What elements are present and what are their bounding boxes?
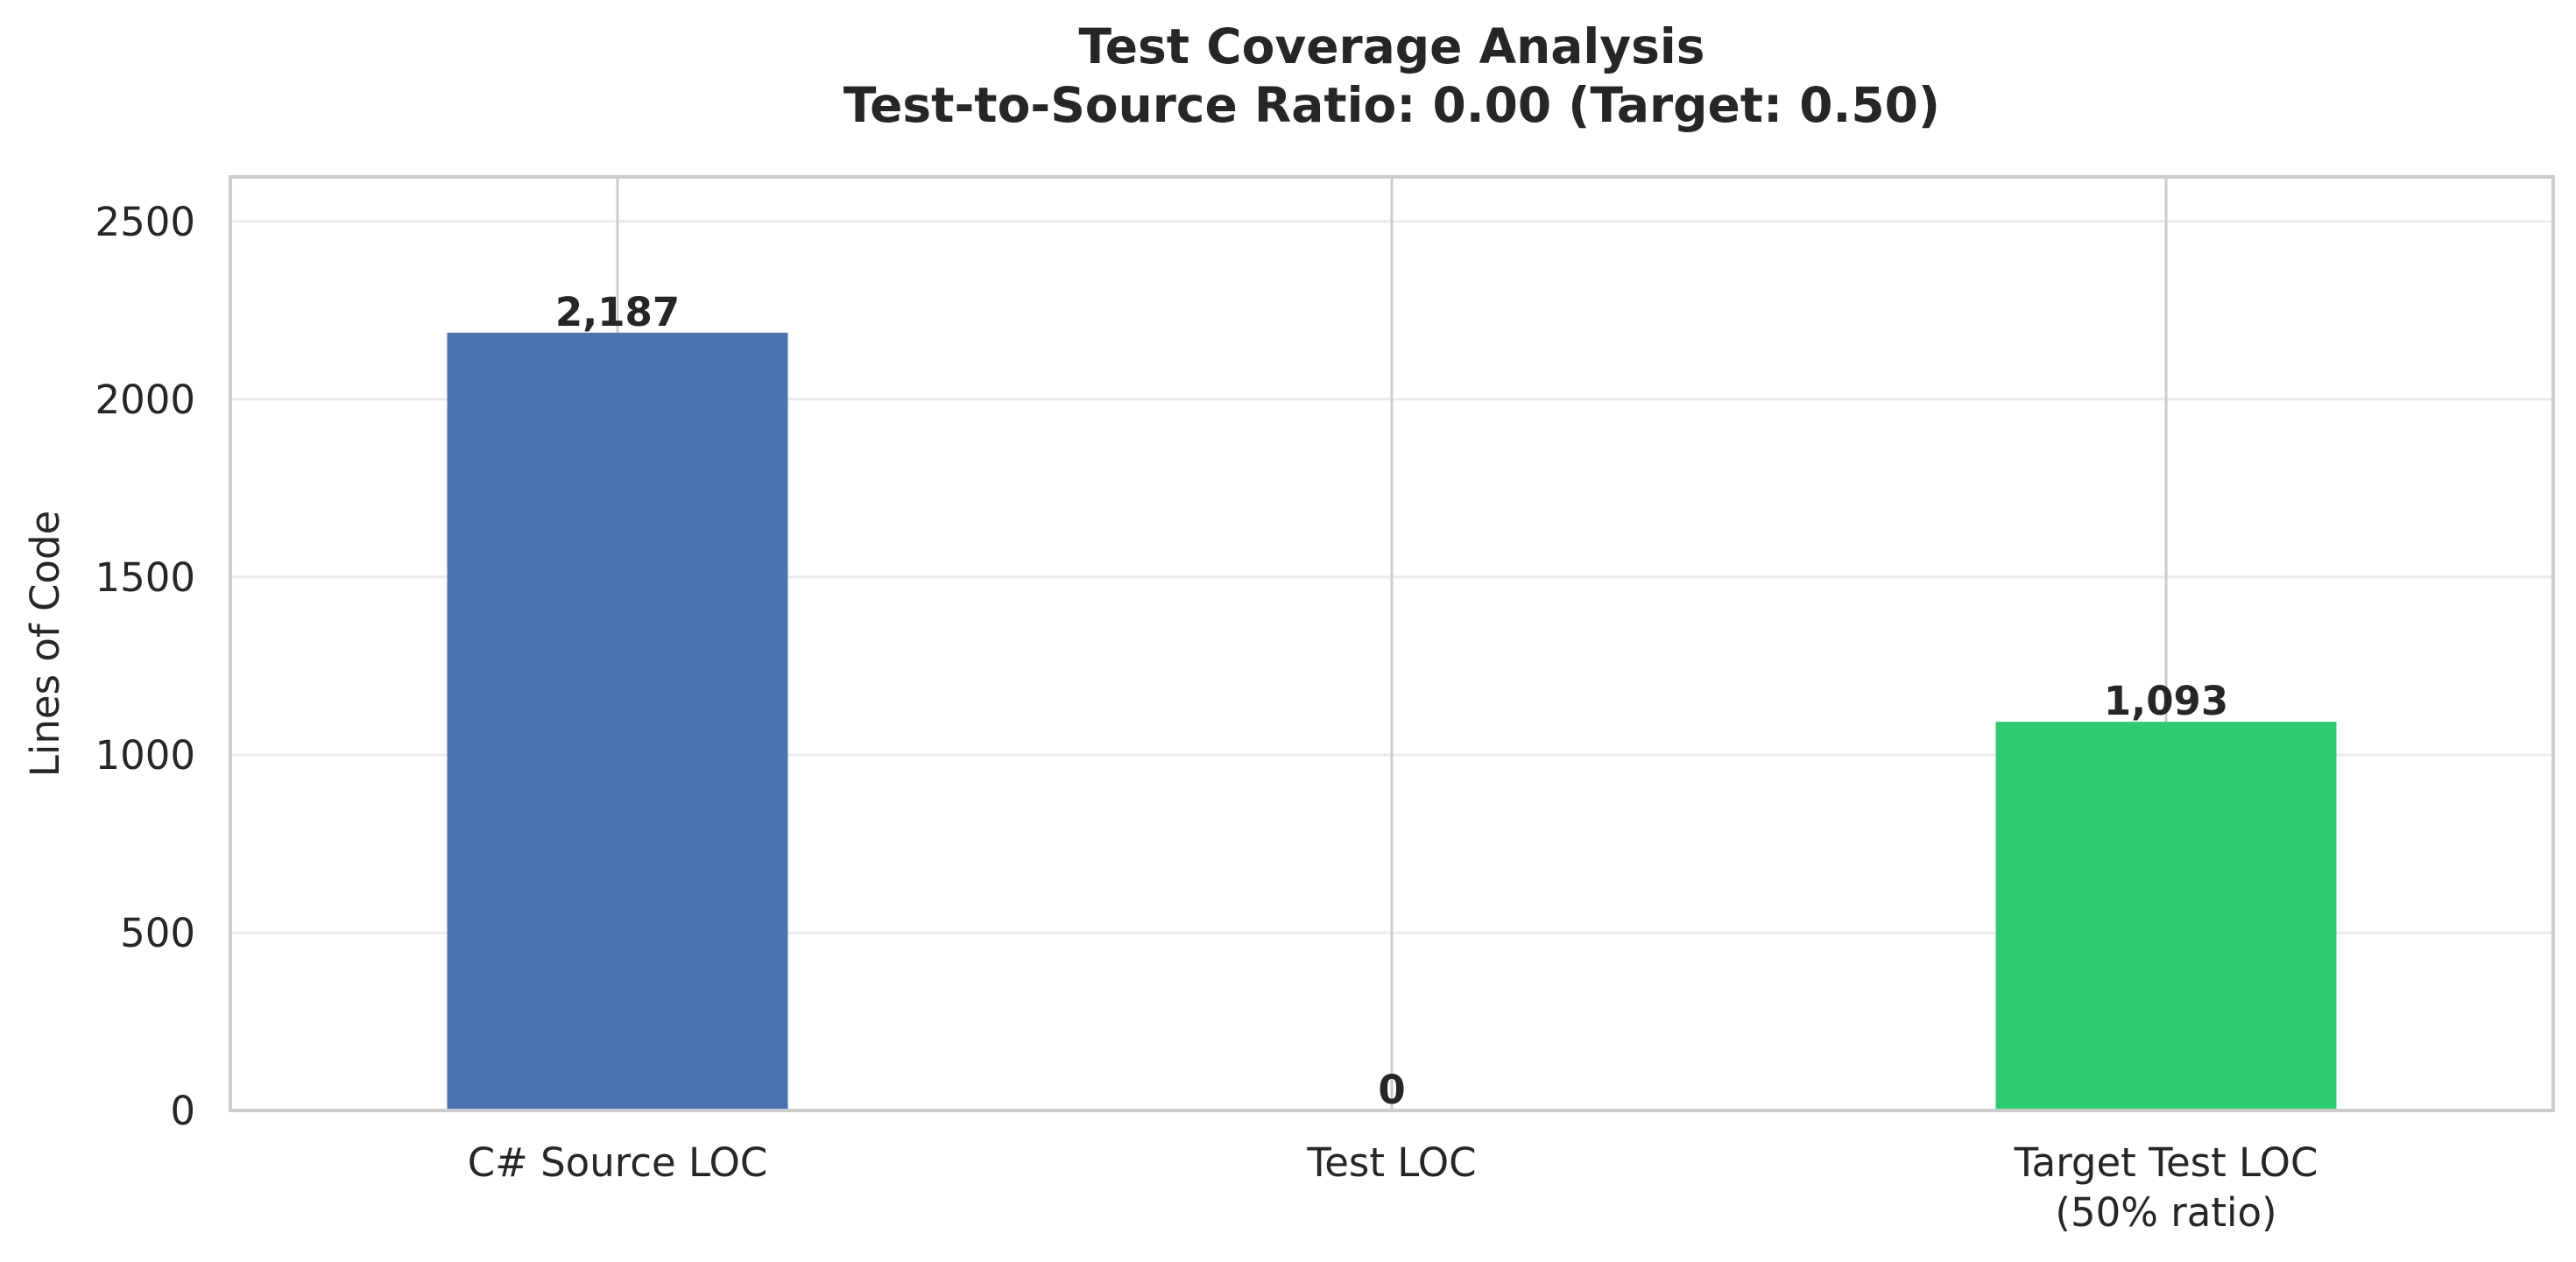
bar-value-label: 0 xyxy=(1378,1067,1405,1113)
y-tick-label: 2000 xyxy=(95,377,195,423)
chart-subtitle: Test-to-Source Ratio: 0.00 (Target: 0.50… xyxy=(843,77,1940,133)
chart-title: Test Coverage Analysis xyxy=(1079,18,1705,74)
y-axis-ticks: 0 500 1000 1500 2000 2500 xyxy=(95,199,195,1134)
bar-value-label: 1,093 xyxy=(2104,678,2228,724)
bar xyxy=(1995,722,2337,1110)
x-tick-label: Test LOC xyxy=(1306,1139,1476,1186)
y-tick-label: 0 xyxy=(170,1088,195,1134)
value-labels: 2,187 0 1,093 xyxy=(555,289,2228,1113)
x-tick-label: C# Source LOC xyxy=(468,1139,768,1186)
bars xyxy=(447,332,2337,1110)
y-tick-label: 1000 xyxy=(95,732,195,779)
y-tick-label: 2500 xyxy=(95,199,195,245)
x-axis-ticks: C# Source LOC Test LOC Target Test LOC (50%… xyxy=(468,1139,2318,1236)
y-axis-label: Lines of Code xyxy=(22,511,68,777)
plot-frame xyxy=(229,175,2555,1112)
y-tick-label: 1500 xyxy=(95,554,195,601)
x-tick-label: Target Test LOC (50% ratio) xyxy=(2014,1139,2318,1236)
bar-value-label: 2,187 xyxy=(555,289,680,335)
y-tick-label: 500 xyxy=(120,910,195,956)
bar xyxy=(447,332,788,1110)
